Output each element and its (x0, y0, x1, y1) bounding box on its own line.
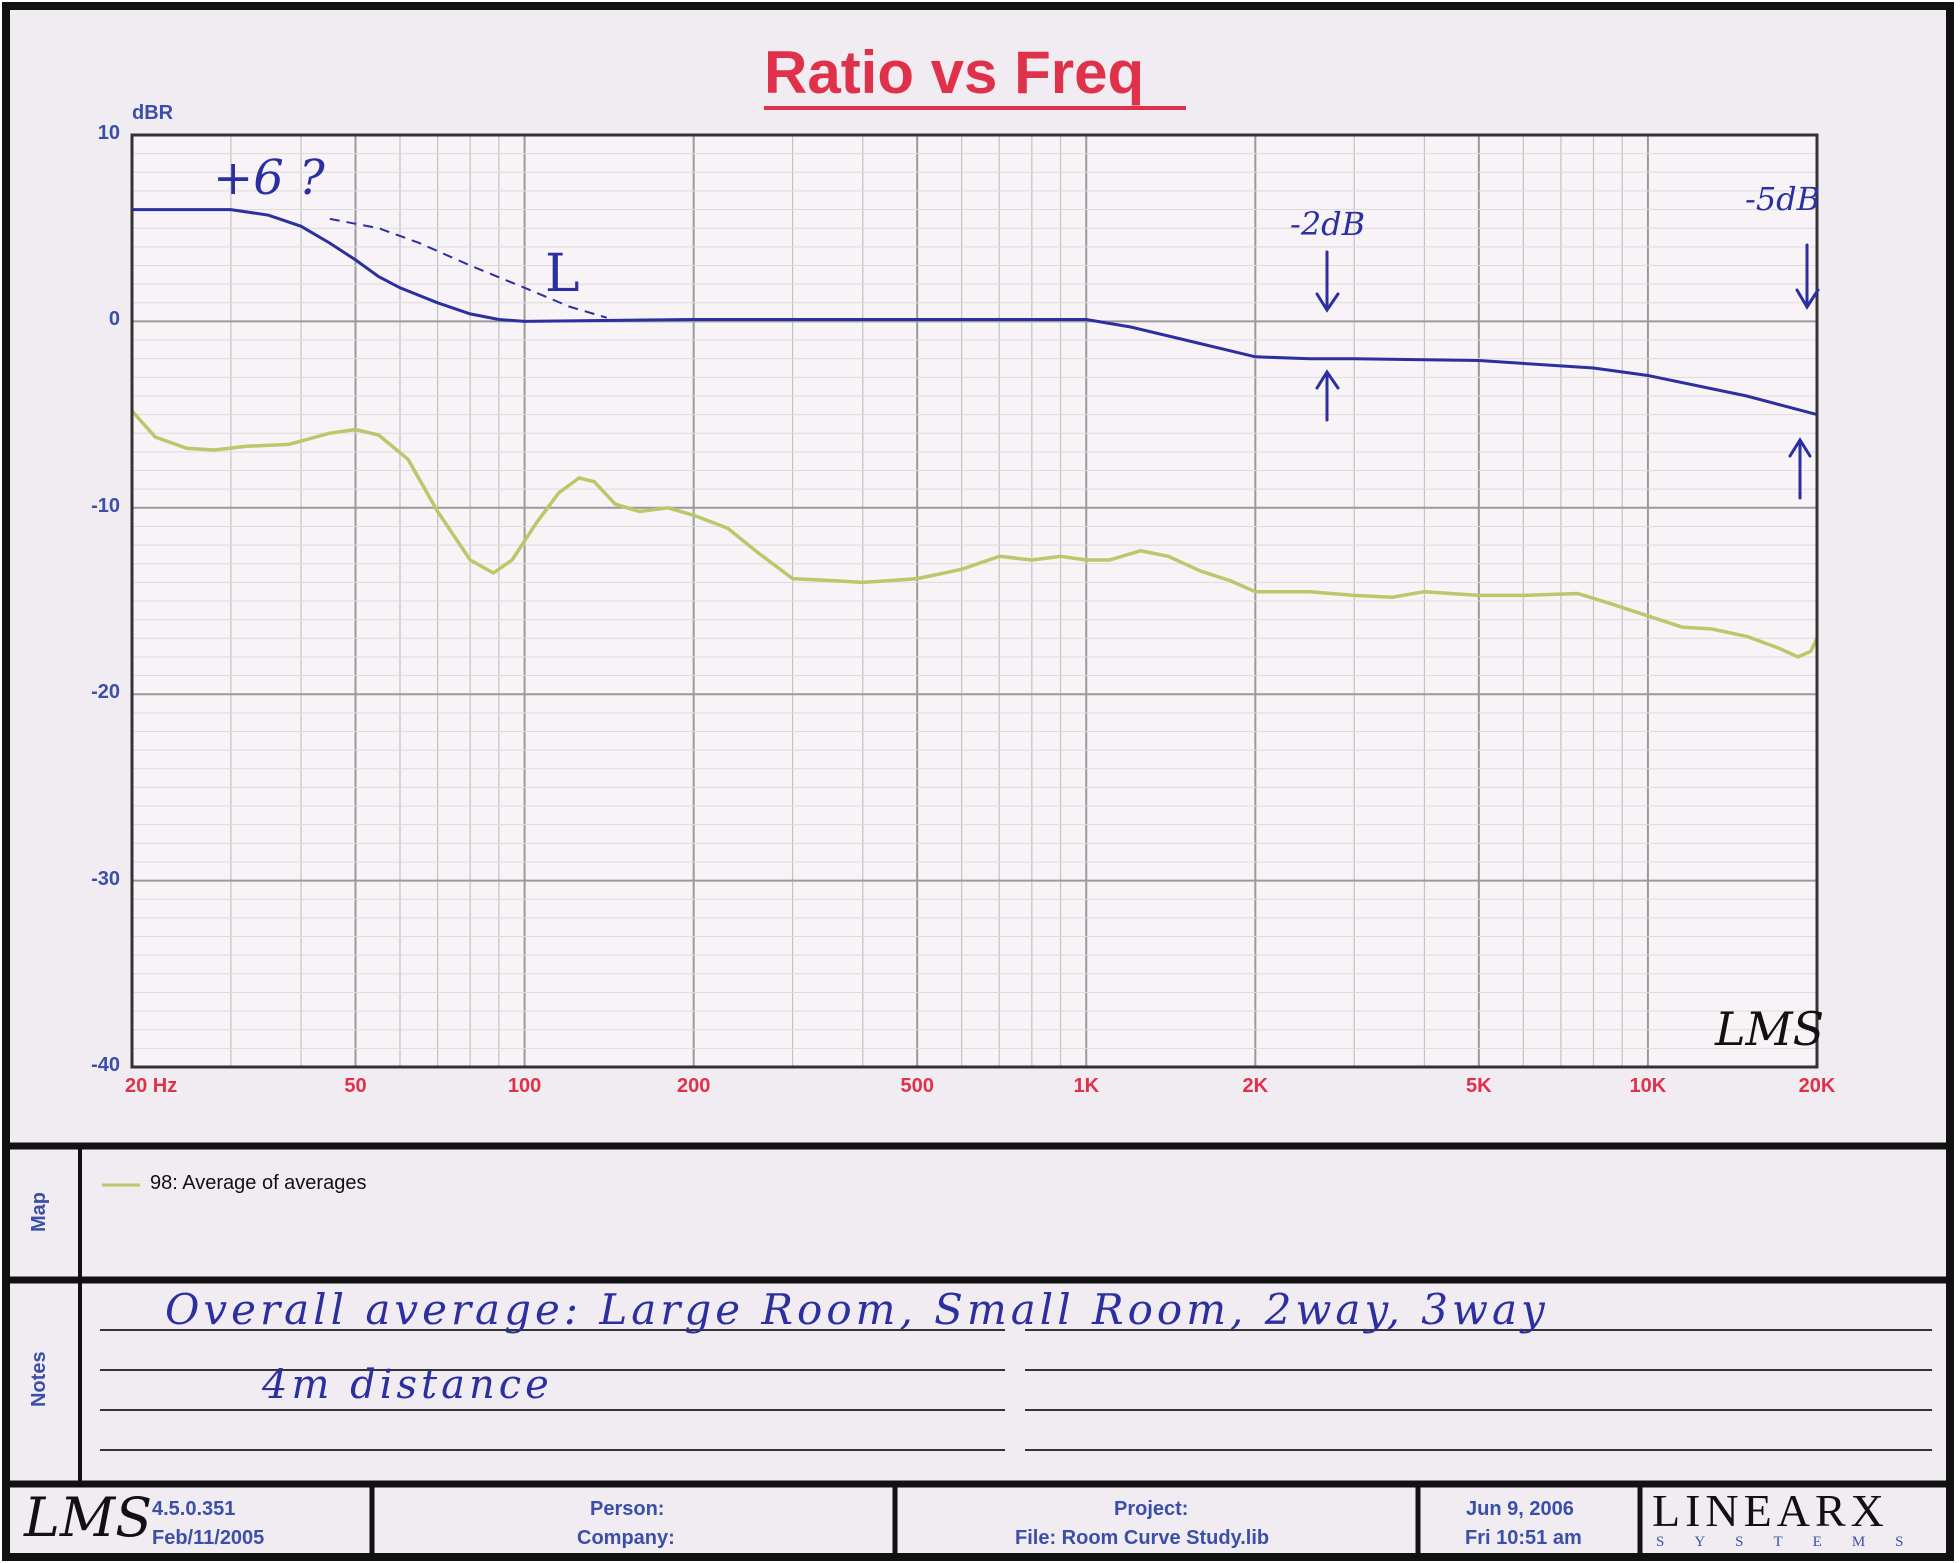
footer-date: Jun 9, 2006 (1466, 1498, 1574, 1520)
footer-lms-logo: LMS (24, 1486, 153, 1549)
footer-time: Fri 10:51 am (1465, 1527, 1582, 1549)
y-tick-label: 10 (97, 122, 120, 144)
y-tick-label: -40 (91, 1054, 120, 1076)
notes-ruled-lines (100, 1329, 1932, 1451)
footer-version: 4.5.0.351 (152, 1498, 236, 1520)
x-tick-label: 1K (1073, 1075, 1100, 1097)
annotation-minus2db: -2dB (1290, 205, 1366, 243)
x-tick-label: 50 (344, 1075, 367, 1097)
handwritten-dashed-curve (329, 217, 607, 319)
legend-entry: 98: Average of averages (150, 1172, 367, 1194)
y-tick-label: -30 (91, 867, 120, 890)
footer-brand-name: LINEARX (1652, 1485, 1889, 1536)
x-tick-label: 500 (900, 1075, 934, 1097)
plot-frame (130, 133, 1819, 1069)
arrow-down-2khz (1315, 250, 1340, 313)
arrow-up-20khz (1788, 437, 1812, 500)
arrow-up-2khz (1315, 369, 1340, 422)
x-tick-label: 20K (1798, 1075, 1836, 1097)
notes-handwritten-line2: 4m distance (262, 1362, 553, 1408)
footer-project-label: Project: (1114, 1498, 1189, 1520)
x-tick-label: 20 Hz (125, 1075, 178, 1097)
handwritten-arrows (1315, 243, 1820, 500)
y-tick-label: -10 (91, 494, 120, 517)
series-line-average-of-averages (130, 409, 1819, 659)
y-axis-label: dBR (132, 102, 174, 124)
footer-version-date: Feb/11/2005 (152, 1527, 265, 1549)
chart-title: Ratio vs Freq (764, 39, 1145, 106)
annotation-plus6: +6 ? (213, 150, 325, 206)
x-tick-label: 200 (676, 1075, 711, 1097)
handwritten-layer (132, 208, 1818, 417)
footer-file-label: File: Room Curve Study.lib (1015, 1527, 1270, 1549)
notes-handwritten-line1: Overall average: Large Room, Small Room,… (165, 1285, 1549, 1334)
footer-brand-sub: SYSTEMS (1656, 1534, 1934, 1550)
x-tick-label: 2K (1242, 1075, 1269, 1097)
footer-company-label: Company: (577, 1527, 675, 1549)
x-tick-label: 5K (1466, 1075, 1492, 1097)
arrow-down-20khz (1795, 243, 1820, 310)
map-panel-label: Map (28, 1192, 50, 1232)
notes-panel-label: Notes (28, 1351, 50, 1407)
annotation-minus5db: -5dB (1745, 180, 1821, 218)
y-tick-label: -20 (91, 681, 120, 704)
x-tick-label: 10K (1629, 1075, 1667, 1097)
handwritten-target-curve (132, 208, 1818, 417)
annotation-L: L (545, 244, 580, 304)
grid-layer (131, 134, 1818, 1068)
x-tick-label: 100 (507, 1075, 542, 1097)
y-tick-label: 0 (108, 308, 120, 331)
lms-watermark: LMS (1715, 1002, 1825, 1056)
series-layer (130, 409, 1819, 659)
footer-person-label: Person: (590, 1498, 665, 1520)
